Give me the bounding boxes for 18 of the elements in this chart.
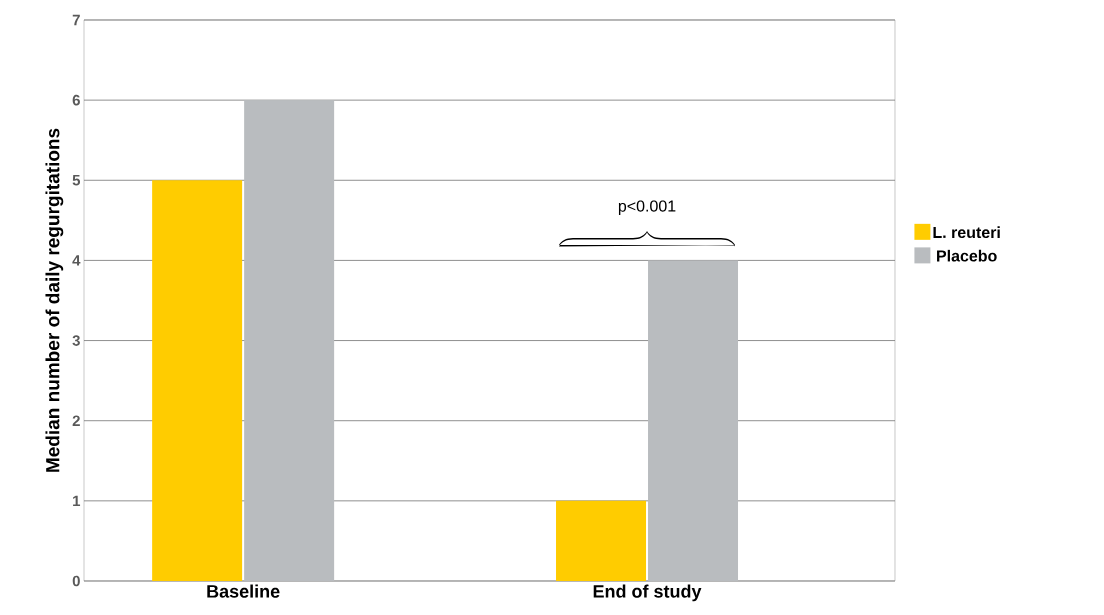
y-axis-title: Median number of daily regurgitations (45, 128, 64, 472)
bar (556, 500, 647, 581)
x-tick-label: Baseline (207, 584, 280, 598)
y-tick-label: 6 (72, 94, 80, 106)
x-tick-label: End of study (593, 584, 702, 602)
y-tick-label: 3 (72, 335, 80, 346)
y-tick-label: 1 (73, 495, 81, 506)
annotation: p<0.001 (618, 200, 676, 215)
legend-label: L. reuteri (933, 226, 1000, 239)
legend-label: Placebo (937, 249, 997, 262)
y-tick-label: 4 (72, 255, 81, 266)
bar (244, 100, 335, 581)
y-tick-label: 2 (72, 415, 80, 426)
y-tick-label: 7 (72, 14, 80, 26)
bar (648, 260, 739, 581)
y-tick-label: 0 (72, 575, 80, 587)
bar (152, 180, 243, 581)
y-tick-label: 5 (72, 175, 81, 186)
